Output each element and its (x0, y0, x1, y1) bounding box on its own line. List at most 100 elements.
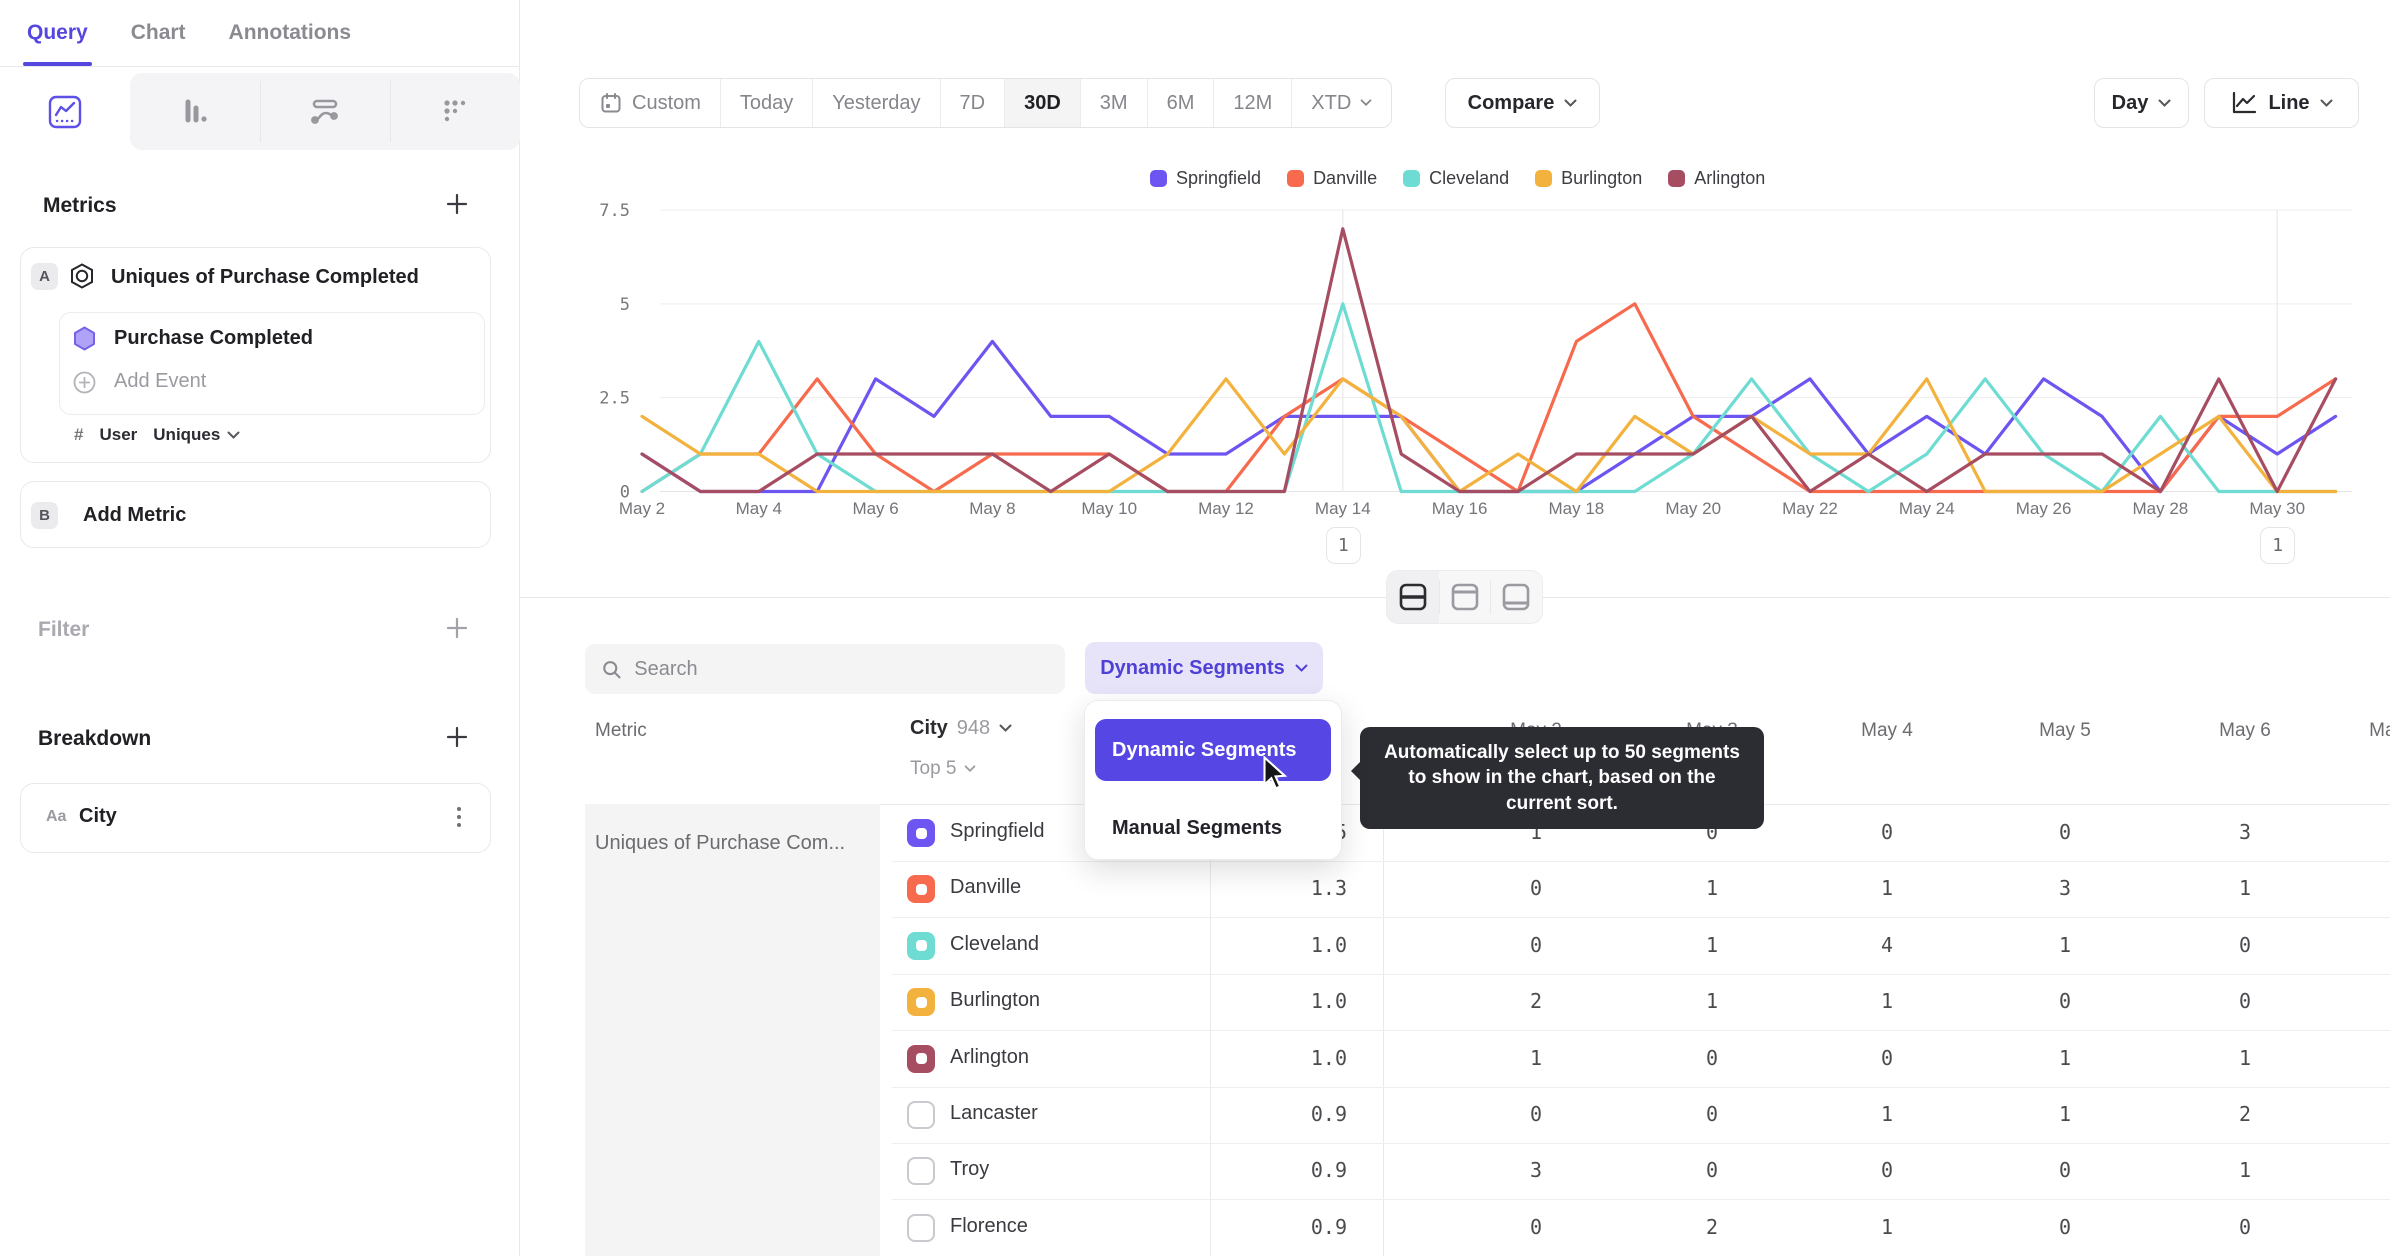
range-custom[interactable]: Custom (580, 79, 721, 127)
date-column-header[interactable]: May 7 (2369, 720, 2390, 741)
add-event-button[interactable]: Add Event (114, 370, 207, 392)
annotation-badge[interactable]: 1 (2260, 527, 2296, 564)
bar-chart-icon (176, 93, 214, 131)
chevron-down-icon (999, 724, 1012, 732)
legend-item-danville[interactable]: Danville (1287, 168, 1377, 189)
breakdown-city-card[interactable]: Aa City (20, 783, 491, 853)
metric-title[interactable]: Uniques of Purchase Completed (111, 266, 419, 288)
group-count: 948 (956, 717, 991, 739)
tab-chart[interactable]: Chart (130, 21, 186, 44)
segment-checkbox[interactable] (907, 988, 935, 1017)
svg-text:5: 5 (620, 295, 630, 315)
segment-name[interactable]: Florence (950, 1214, 1028, 1237)
segment-name[interactable]: Lancaster (950, 1102, 1038, 1124)
date-column-header[interactable]: May 4 (1861, 720, 1913, 741)
range-30d[interactable]: 30D (1005, 79, 1081, 127)
range-12m[interactable]: 12M (1214, 79, 1293, 127)
top-n-selector[interactable]: Top 5 (910, 758, 976, 780)
compare-button[interactable]: Compare (1445, 78, 1600, 128)
svg-text:May 12: May 12 (1198, 499, 1254, 518)
metric-card-b[interactable]: B Add Metric (20, 481, 491, 548)
chart-type-bar-tab[interactable] (130, 73, 260, 150)
tab-annotations[interactable]: Annotations (228, 21, 352, 44)
group-column-header[interactable]: City 948 (910, 717, 1012, 740)
segment-name[interactable]: Arlington (950, 1045, 1029, 1068)
add-filter-plus-button[interactable] (443, 614, 471, 642)
chart-style-label: Line (2268, 91, 2310, 114)
segment-day-value: 1 (1705, 989, 1719, 1014)
add-metric-plus-button[interactable] (443, 190, 471, 218)
metric-a-badge: A (31, 263, 58, 290)
group-name: City (910, 717, 948, 739)
breakdown-section-title: Breakdown (38, 727, 152, 750)
layout-top-button[interactable] (1438, 571, 1491, 623)
segment-average-value: 1.0 (1310, 1045, 1347, 1070)
segment-day-value: 0 (2058, 1214, 2072, 1239)
divider (1383, 804, 1384, 1256)
svg-text:2.5: 2.5 (599, 389, 630, 409)
segments-mode-button[interactable]: Dynamic Segments (1085, 642, 1323, 694)
segment-day-value: 1 (2058, 1102, 2072, 1126)
layout-split-button[interactable] (1387, 571, 1439, 623)
segment-average-value: 1.0 (1310, 989, 1347, 1014)
layout-bottom-button[interactable] (1490, 571, 1542, 623)
measure-entity[interactable]: User (99, 425, 138, 444)
segment-day-value: 1 (2238, 1158, 2252, 1183)
segment-day-value: 0 (2058, 820, 2072, 844)
chart-style-button[interactable]: Line (2204, 78, 2359, 128)
menu-item-manual-segments[interactable]: Manual Segments (1112, 817, 1283, 839)
query-sidebar: Query Chart Annotations (0, 0, 520, 1256)
segment-checkbox[interactable] (907, 931, 935, 960)
svg-text:May 20: May 20 (1665, 499, 1721, 518)
range-7d[interactable]: 7D (941, 79, 1006, 127)
table-row-lancaster: Lancaster 0.9 0 0 1 1 2 (892, 1087, 2390, 1144)
svg-text:May 2: May 2 (619, 499, 665, 518)
legend-item-burlington[interactable]: Burlington (1535, 168, 1642, 189)
measure-type-select[interactable]: Uniques (153, 425, 240, 445)
segment-checkbox[interactable] (907, 1101, 935, 1129)
range-6m[interactable]: 6M (1148, 79, 1215, 127)
segment-day-value: 0 (1880, 820, 1894, 844)
segment-checkbox[interactable] (907, 1213, 935, 1242)
add-breakdown-plus-button[interactable] (443, 723, 471, 751)
legend-item-arlington[interactable]: Arlington (1668, 168, 1765, 189)
tab-query[interactable]: Query (23, 0, 92, 66)
chevron-down-icon (1295, 664, 1308, 672)
segment-checkbox[interactable] (907, 875, 935, 904)
panel-layout-toggle (1386, 570, 1543, 624)
segment-checkbox[interactable] (907, 819, 935, 847)
chart-type-flow-tab[interactable] (260, 73, 390, 150)
date-column-header[interactable]: May 6 (2219, 720, 2271, 741)
legend-item-springfield[interactable]: Springfield (1150, 168, 1261, 189)
segment-day-value: 0 (1880, 1158, 1894, 1183)
segment-name[interactable]: Troy (950, 1158, 990, 1181)
segment-day-value: 3 (2238, 820, 2252, 844)
segment-day-value: 0 (1705, 1102, 1719, 1126)
annotation-badge[interactable]: 1 (1325, 527, 1361, 564)
segment-checkbox[interactable] (907, 1157, 935, 1186)
legend-item-cleveland[interactable]: Cleveland (1403, 168, 1509, 189)
chart-type-line-tab[interactable] (0, 73, 130, 150)
segment-name[interactable]: Springfield (950, 820, 1045, 842)
chart-type-scatter-tab[interactable] (390, 73, 520, 150)
range-xtd[interactable]: XTD (1292, 79, 1391, 127)
granularity-button[interactable]: Day (2094, 78, 2189, 128)
kebab-menu-icon[interactable] (457, 807, 461, 827)
segment-name[interactable]: Danville (950, 876, 1022, 899)
chevron-down-icon (2320, 99, 2333, 107)
segment-day-value: 0 (1529, 876, 1543, 901)
segment-average-value: 1.3 (1310, 876, 1347, 901)
segment-name[interactable]: Cleveland (950, 932, 1039, 955)
range-3m[interactable]: 3M (1081, 79, 1148, 127)
event-name[interactable]: Purchase Completed (114, 327, 313, 349)
mouse-cursor (1260, 756, 1290, 792)
range-yesterday[interactable]: Yesterday (813, 79, 941, 127)
date-column-header[interactable]: May 5 (2039, 720, 2091, 741)
table-row-cleveland: Cleveland 1.0 0 1 4 1 0 (892, 918, 2390, 975)
range-today[interactable]: Today (721, 79, 814, 127)
menu-item-dynamic-segments[interactable]: Dynamic Segments (1095, 719, 1331, 781)
search-input[interactable] (634, 657, 1049, 681)
segment-checkbox[interactable] (907, 1044, 935, 1073)
segment-name[interactable]: Burlington (950, 989, 1041, 1012)
